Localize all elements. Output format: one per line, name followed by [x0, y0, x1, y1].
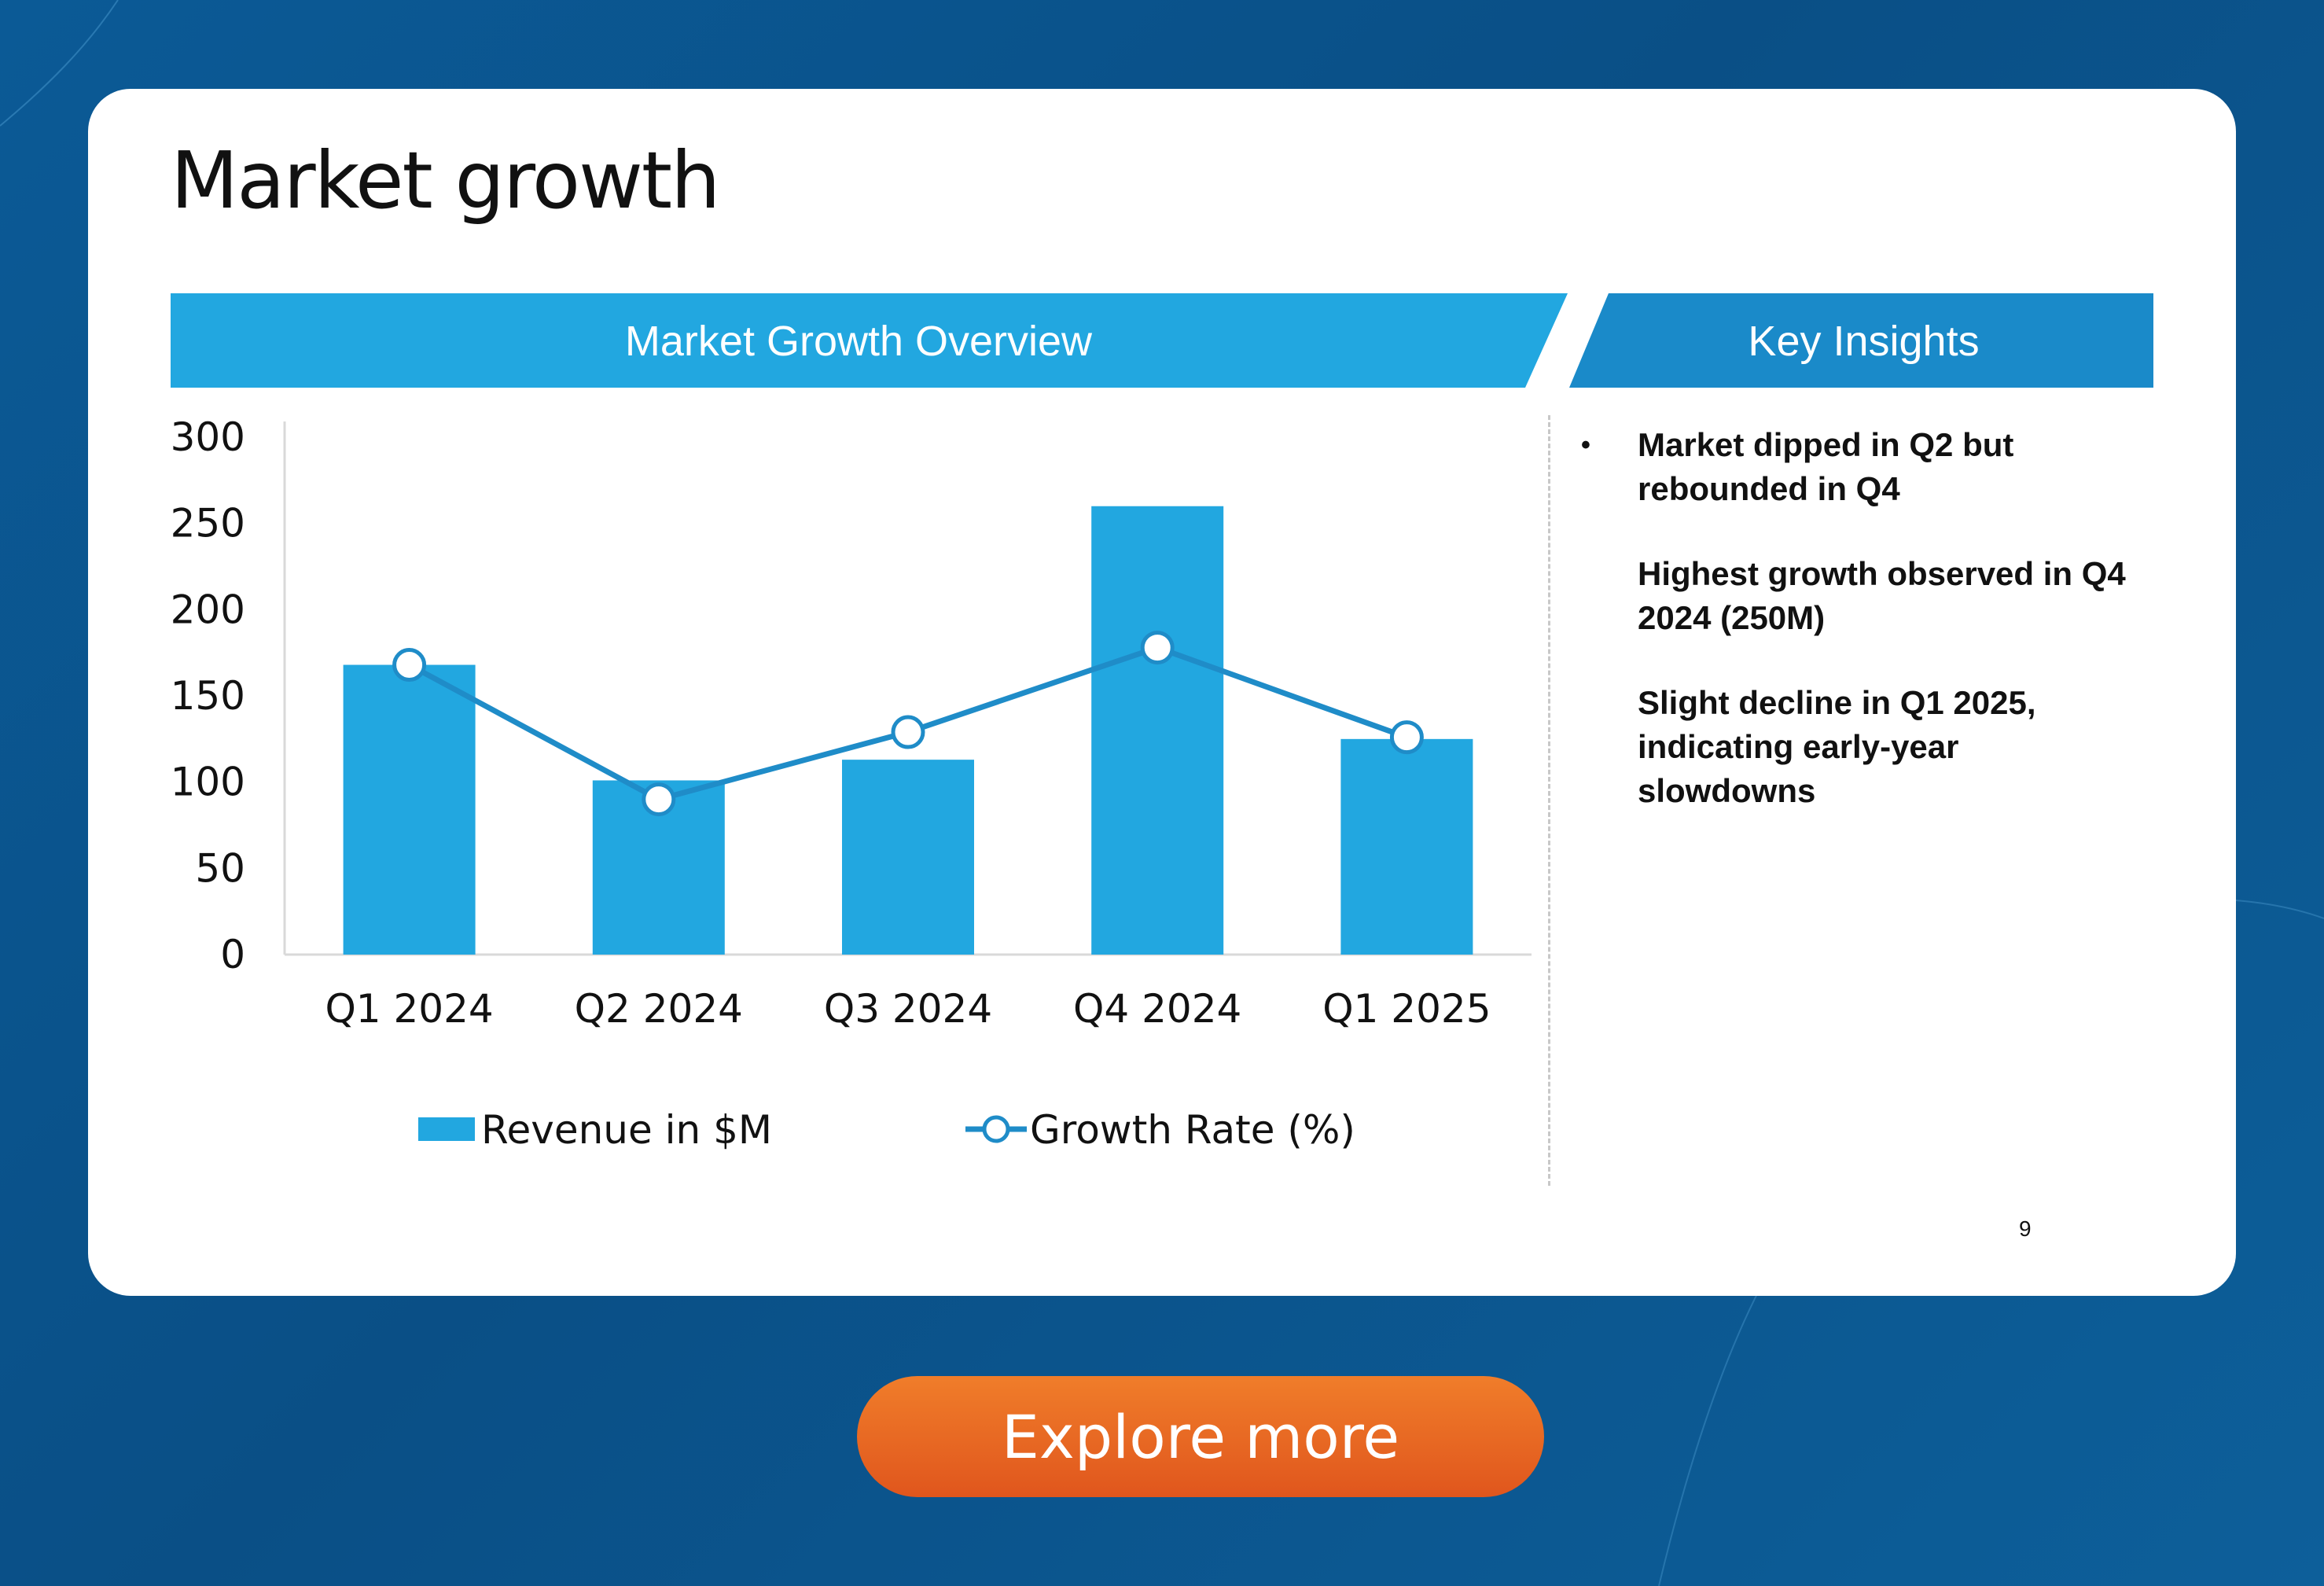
insight-item: • Market dipped in Q2 but rebounded in Q…	[1578, 423, 2144, 511]
growth-rate-point	[642, 782, 676, 817]
insight-item: Highest growth observed in Q4 2024 (250M…	[1578, 552, 2144, 640]
y-tick-label: 100	[171, 760, 245, 805]
insights-list: • Market dipped in Q2 but rebounded in Q…	[1578, 423, 2144, 854]
y-tick-label: 50	[195, 845, 245, 891]
slide-card: Market growth 0 50 100 150 200 250 300 Q1 2024 Q…	[88, 89, 2236, 1296]
growth-rate-point	[1389, 720, 1424, 755]
insight-text: Slight decline in Q1 2025, indicating ea…	[1638, 684, 2036, 809]
y-tick-label: 0	[220, 932, 245, 977]
y-tick-label: 300	[171, 414, 245, 460]
chart-banner	[171, 293, 1568, 388]
x-tick-label: Q4 2024	[1073, 986, 1241, 1032]
bar	[842, 760, 974, 955]
growth-rate-point	[891, 715, 925, 749]
growth-rate-point	[1140, 631, 1175, 665]
x-tick-label: Q1 2024	[325, 986, 493, 1032]
legend-label-revenue: Revenue in $M	[481, 1107, 772, 1153]
insights-banner	[1569, 293, 2153, 388]
insights-banner-label: Key Insights	[1748, 318, 1980, 365]
legend-label-growth: Growth Rate (%)	[1030, 1107, 1355, 1153]
y-tick-label: 250	[171, 501, 245, 546]
bar	[1340, 738, 1473, 955]
y-tick-label: 200	[171, 587, 245, 632]
x-tick-label: Q3 2024	[824, 986, 992, 1032]
page-number: 9	[2019, 1216, 2032, 1241]
slide-title: Market growth	[171, 134, 720, 226]
insight-item: Slight decline in Q1 2025, indicating ea…	[1578, 681, 2144, 813]
chart-banner-label: Market Growth Overview	[624, 318, 1093, 365]
bar	[1091, 506, 1224, 955]
y-tick-label: 150	[171, 673, 245, 719]
insight-text: Highest growth observed in Q4 2024 (250M…	[1638, 555, 2126, 636]
market-growth-chart: 0 50 100 150 200 250 300 Q1 2024 Q2 2024 Q3 2024 Q…	[171, 293, 2153, 1153]
x-tick-label: Q2 2024	[575, 986, 743, 1032]
legend-swatch-revenue	[418, 1117, 475, 1141]
explore-more-button[interactable]: Explore more	[857, 1376, 1544, 1497]
legend-swatch-growth-marker	[982, 1115, 1010, 1143]
insight-text: Market dipped in Q2 but rebounded in Q4	[1638, 426, 2014, 507]
section-divider	[1548, 415, 1550, 1186]
x-tick-label: Q1 2025	[1322, 986, 1491, 1032]
bar	[343, 664, 476, 955]
bullet-icon: •	[1581, 430, 1590, 460]
growth-rate-point	[392, 648, 427, 683]
